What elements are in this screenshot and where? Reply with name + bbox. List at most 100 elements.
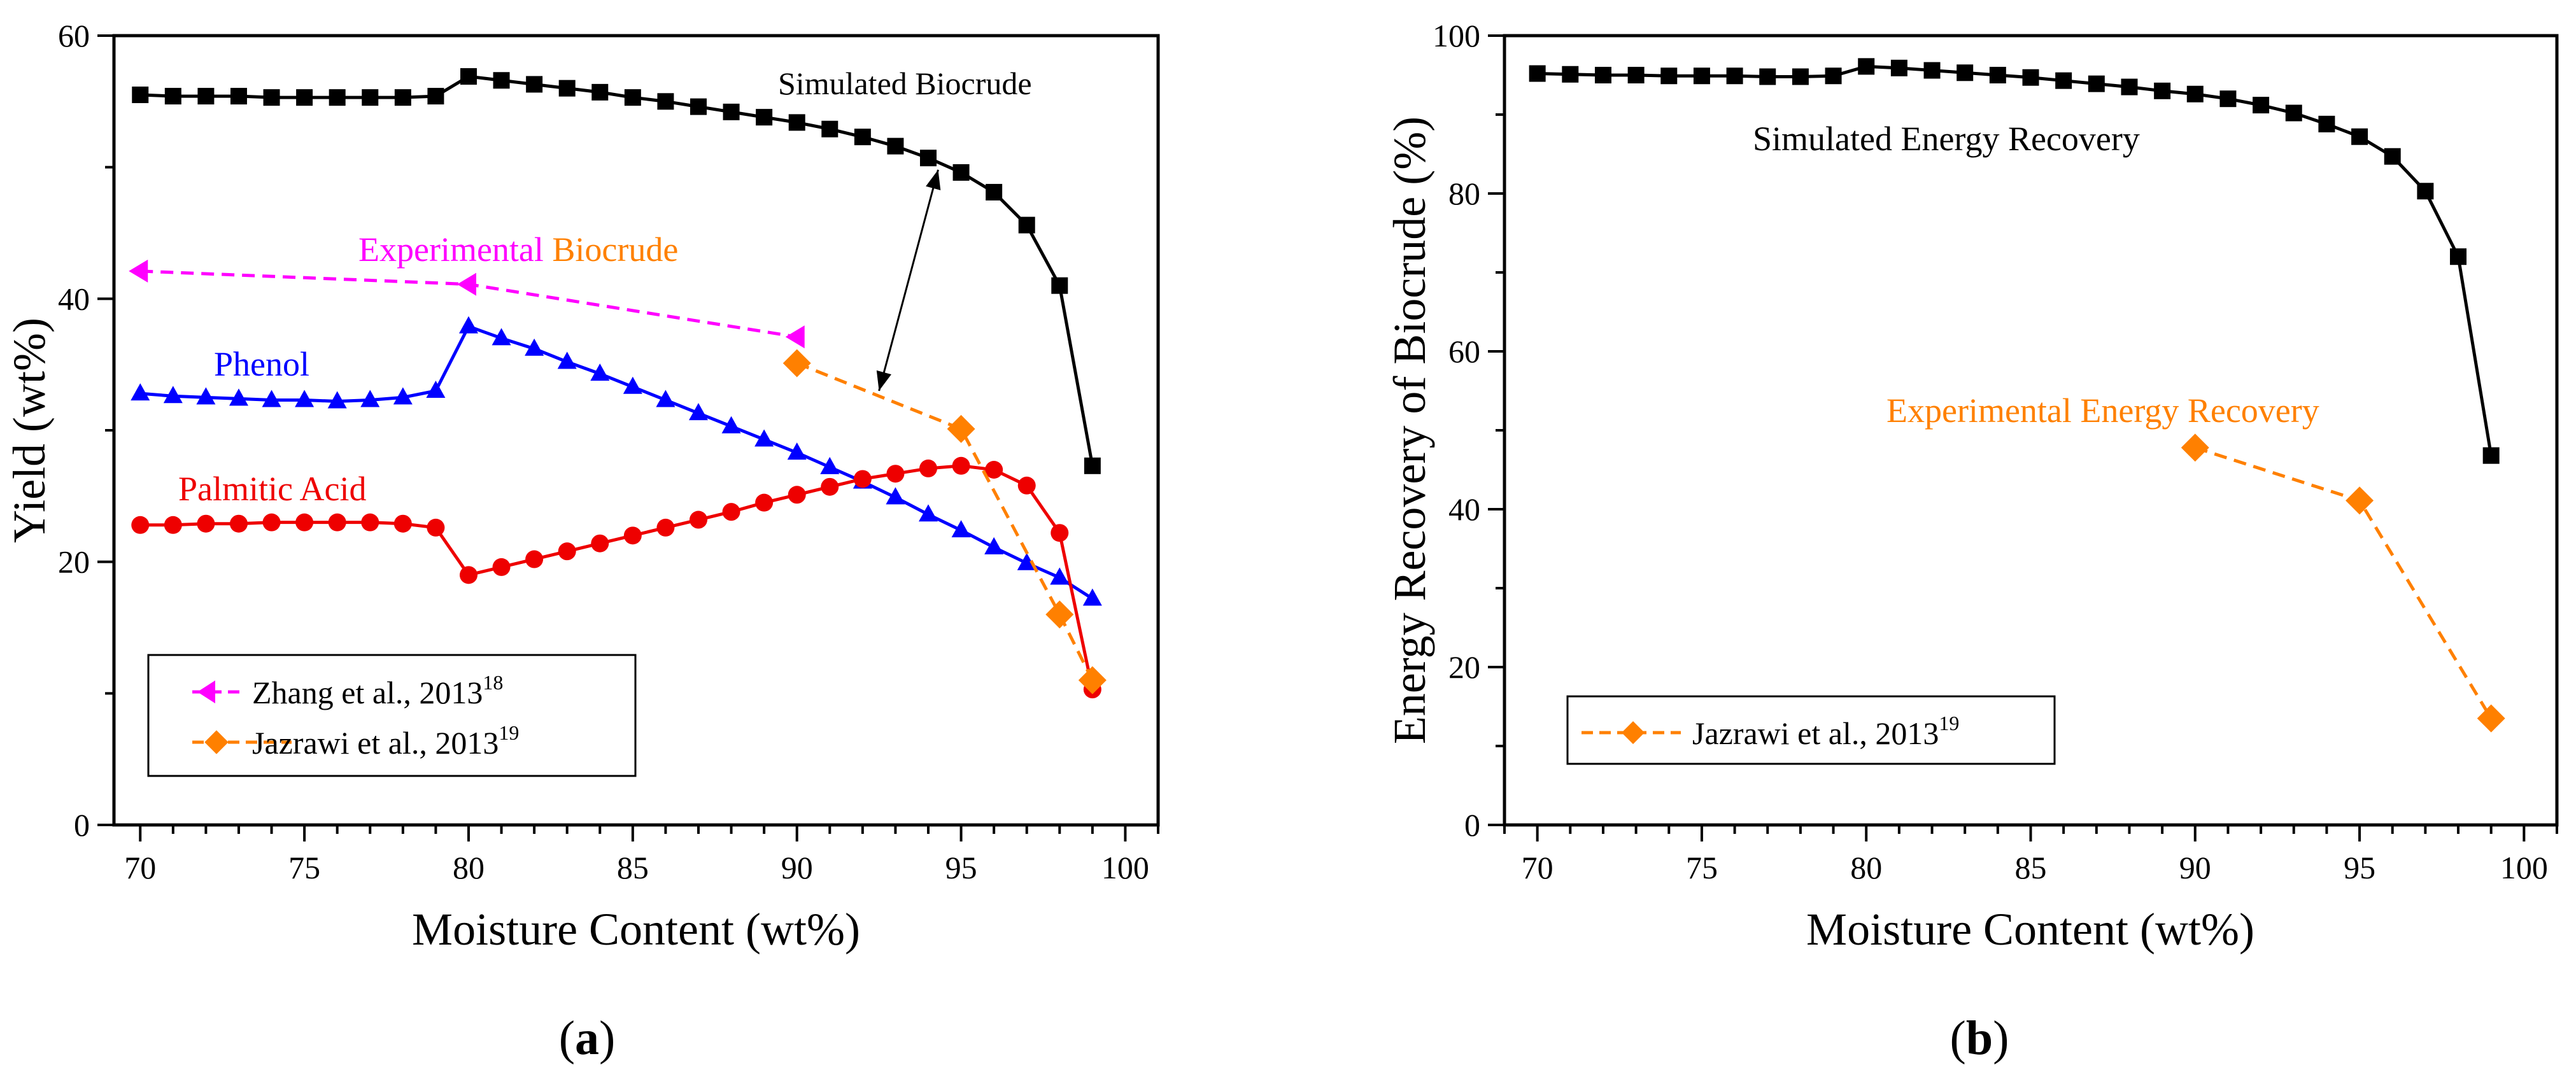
a-point-palmitic-acid xyxy=(361,513,379,531)
a-point-zhang-et-al-2013 xyxy=(129,259,148,283)
b-point-simulated-energy-recovery xyxy=(2219,90,2237,108)
a-point-phenol xyxy=(295,390,315,407)
a-point-phenol xyxy=(262,390,281,407)
panel-a-legend: Zhang et al., 201318 Jazrawi et al., 201… xyxy=(147,654,637,777)
a-point-zhang-et-al-2013 xyxy=(785,325,805,349)
a-point-palmitic-acid xyxy=(656,518,675,537)
a-point-palmitic-acid xyxy=(525,550,544,568)
a-point-phenol xyxy=(327,391,347,409)
a-point-phenol xyxy=(688,403,708,421)
a-point-jazrawi-et-al-2013 xyxy=(1078,666,1107,694)
panel-a-x-axis-label: Moisture Content (wt%) xyxy=(412,904,860,955)
a-point-simulated-biocrude xyxy=(427,88,444,105)
panel-b-y-axis-label: Energy Recovery of Biocrude (%) xyxy=(1384,116,1435,744)
panel-a-annotation-arrow xyxy=(876,169,941,391)
a-x-tick-label: 75 xyxy=(288,850,320,885)
a-point-palmitic-acid xyxy=(722,503,740,521)
a-point-phenol xyxy=(196,387,216,405)
b-point-simulated-energy-recovery xyxy=(1693,67,1710,85)
a-point-phenol xyxy=(918,504,938,522)
a-point-simulated-biocrude xyxy=(591,83,609,101)
b-point-simulated-energy-recovery xyxy=(2154,82,2171,99)
a-point-phenol xyxy=(623,376,642,394)
a-point-palmitic-acid xyxy=(755,493,774,512)
a-arrow-shaft xyxy=(878,169,939,391)
panel-a-legend-box xyxy=(147,654,637,777)
a-point-palmitic-acid xyxy=(821,477,839,496)
b-point-simulated-energy-recovery xyxy=(1957,64,1974,81)
a-point-phenol xyxy=(458,316,478,334)
b-point-simulated-energy-recovery xyxy=(1562,66,1579,83)
b-point-simulated-energy-recovery xyxy=(2384,148,2401,165)
a-point-simulated-biocrude xyxy=(394,89,411,106)
b-point-simulated-energy-recovery xyxy=(2417,183,2434,200)
b-point-simulated-energy-recovery xyxy=(1890,59,1907,76)
panel-a-series-layer xyxy=(129,68,1107,699)
a-point-simulated-biocrude xyxy=(821,120,839,137)
b-y-tick-label: 100 xyxy=(1433,18,1480,53)
panel-b-annotation-simulated-energy-recovery: Simulated Energy Recovery xyxy=(1753,120,2140,158)
a-point-palmitic-acid xyxy=(853,470,872,488)
a-point-palmitic-acid xyxy=(558,542,576,561)
a-point-palmitic-acid xyxy=(229,514,248,533)
b-y-tick-label: 80 xyxy=(1448,176,1480,211)
a-point-palmitic-acid xyxy=(1017,476,1036,495)
a-point-phenol xyxy=(557,351,577,369)
a-point-zhang-et-al-2013 xyxy=(456,272,476,296)
b-point-simulated-energy-recovery xyxy=(2482,447,2500,464)
a-point-simulated-biocrude xyxy=(919,150,937,167)
a-series-simulated-biocrude xyxy=(132,68,1101,474)
panel-a-legend-marker-zhang xyxy=(197,680,215,703)
a-point-simulated-biocrude xyxy=(132,87,149,103)
b-point-jazrawi-et-al-2013 xyxy=(2346,486,2374,515)
b-point-simulated-energy-recovery xyxy=(2055,72,2072,89)
panel-b-annotation-experimental-energy-recovery: Experimental Energy Recovery xyxy=(1886,391,2319,430)
panel-b-chart: 70 75 80 85 90 95 100 0 20 40 60 80 100 Energy Recov… xyxy=(1384,18,2559,1065)
a-point-phenol xyxy=(951,520,971,538)
a-point-phenol xyxy=(754,429,774,447)
a-point-phenol xyxy=(820,456,840,474)
a-point-phenol xyxy=(1082,588,1102,606)
b-point-simulated-energy-recovery xyxy=(2088,75,2105,92)
a-point-jazrawi-et-al-2013 xyxy=(947,414,975,443)
a-x-tick-label: 100 xyxy=(1101,850,1149,885)
b-point-simulated-energy-recovery xyxy=(1825,67,1842,85)
a-point-simulated-biocrude xyxy=(164,88,181,105)
a-point-simulated-biocrude xyxy=(362,89,379,106)
a-point-simulated-biocrude xyxy=(296,89,313,106)
b-x-tick-label: 80 xyxy=(1850,850,1882,885)
a-y-tick-label: 60 xyxy=(58,18,90,53)
panel-a-legend-label-jazrawi: Jazrawi et al., 201319 xyxy=(252,721,519,761)
b-point-simulated-energy-recovery xyxy=(2253,97,2270,114)
a-point-simulated-biocrude xyxy=(756,109,773,126)
a-x-tick-label: 80 xyxy=(453,850,485,885)
a-point-palmitic-acid xyxy=(952,456,970,475)
b-y-tick-label: 20 xyxy=(1448,649,1480,685)
a-point-palmitic-acid xyxy=(492,558,511,576)
a-point-jazrawi-et-al-2013 xyxy=(1045,600,1074,629)
b-point-jazrawi-et-al-2013 xyxy=(2477,704,2505,733)
panel-b-legend: Jazrawi et al., 201319 xyxy=(1566,695,2056,765)
b-series-jazrawi-et-al-2013 xyxy=(2181,433,2505,733)
b-point-simulated-energy-recovery xyxy=(2318,115,2335,132)
panel-b-legend-label-jazrawi: Jazrawi et al., 201319 xyxy=(1692,712,1959,751)
b-point-simulated-energy-recovery xyxy=(2351,128,2368,145)
b-point-simulated-energy-recovery xyxy=(1858,58,1875,75)
b-x-tick-label: 95 xyxy=(2344,850,2375,885)
a-point-simulated-biocrude xyxy=(558,80,576,97)
a-point-jazrawi-et-al-2013 xyxy=(782,349,811,377)
panel-a-annotation-experimental-biocrude: Experimental Biocrude xyxy=(358,230,678,269)
a-point-palmitic-acid xyxy=(886,465,905,483)
a-series-zhang-et-al-2013 xyxy=(129,259,805,349)
b-x-tick-label: 85 xyxy=(2015,850,2047,885)
a-point-simulated-biocrude xyxy=(526,76,543,93)
a-point-phenol xyxy=(1050,567,1070,585)
b-point-simulated-energy-recovery xyxy=(1594,67,1611,83)
a-point-palmitic-acid xyxy=(427,518,445,537)
a-point-palmitic-acid xyxy=(919,459,937,477)
a-point-phenol xyxy=(721,416,741,433)
a-point-simulated-biocrude xyxy=(657,93,674,110)
a-y-tick-label: 40 xyxy=(58,281,90,316)
panel-a-panel-label: (a) xyxy=(559,1011,616,1065)
